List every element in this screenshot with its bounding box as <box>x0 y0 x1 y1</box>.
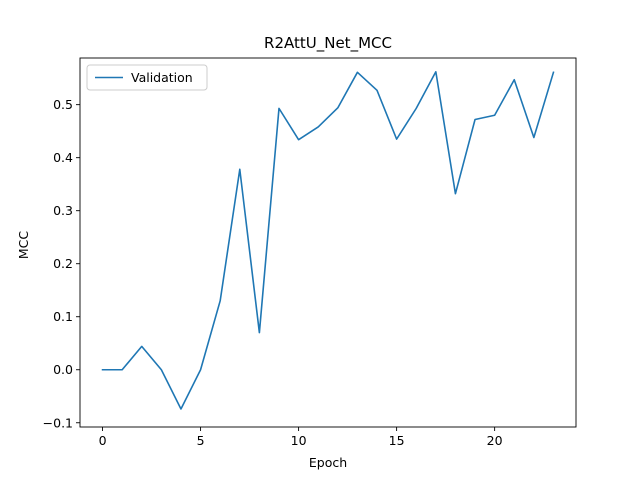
x-tick-label: 20 <box>487 433 503 448</box>
legend-label: Validation <box>131 70 193 85</box>
y-axis-label: MCC <box>16 231 31 260</box>
plot-area: 0 5 10 15 20 −0.1 0.0 0.1 0.2 0.3 0.4 0.5 <box>43 57 577 448</box>
series-line-validation <box>101 70 555 410</box>
y-tick-label: 0.0 <box>53 362 73 377</box>
legend: Validation <box>86 64 208 91</box>
chart-title: R2AttU_Net_MCC <box>264 34 392 53</box>
y-tick-label: 0.5 <box>53 97 73 112</box>
y-tick-label: −0.1 <box>43 415 73 430</box>
x-tick-label: 5 <box>197 433 205 448</box>
axes-frame <box>79 57 577 428</box>
x-axis-label: Epoch <box>309 455 347 470</box>
x-tick-label: 15 <box>389 433 405 448</box>
x-tick-label: 0 <box>99 433 107 448</box>
y-tick-label: 0.2 <box>53 256 73 271</box>
y-tick-label: 0.3 <box>53 203 73 218</box>
y-tick-label: 0.4 <box>53 150 73 165</box>
x-tick-label: 10 <box>291 433 307 448</box>
legend-box <box>86 64 208 91</box>
y-tick-label: 0.1 <box>53 309 73 324</box>
